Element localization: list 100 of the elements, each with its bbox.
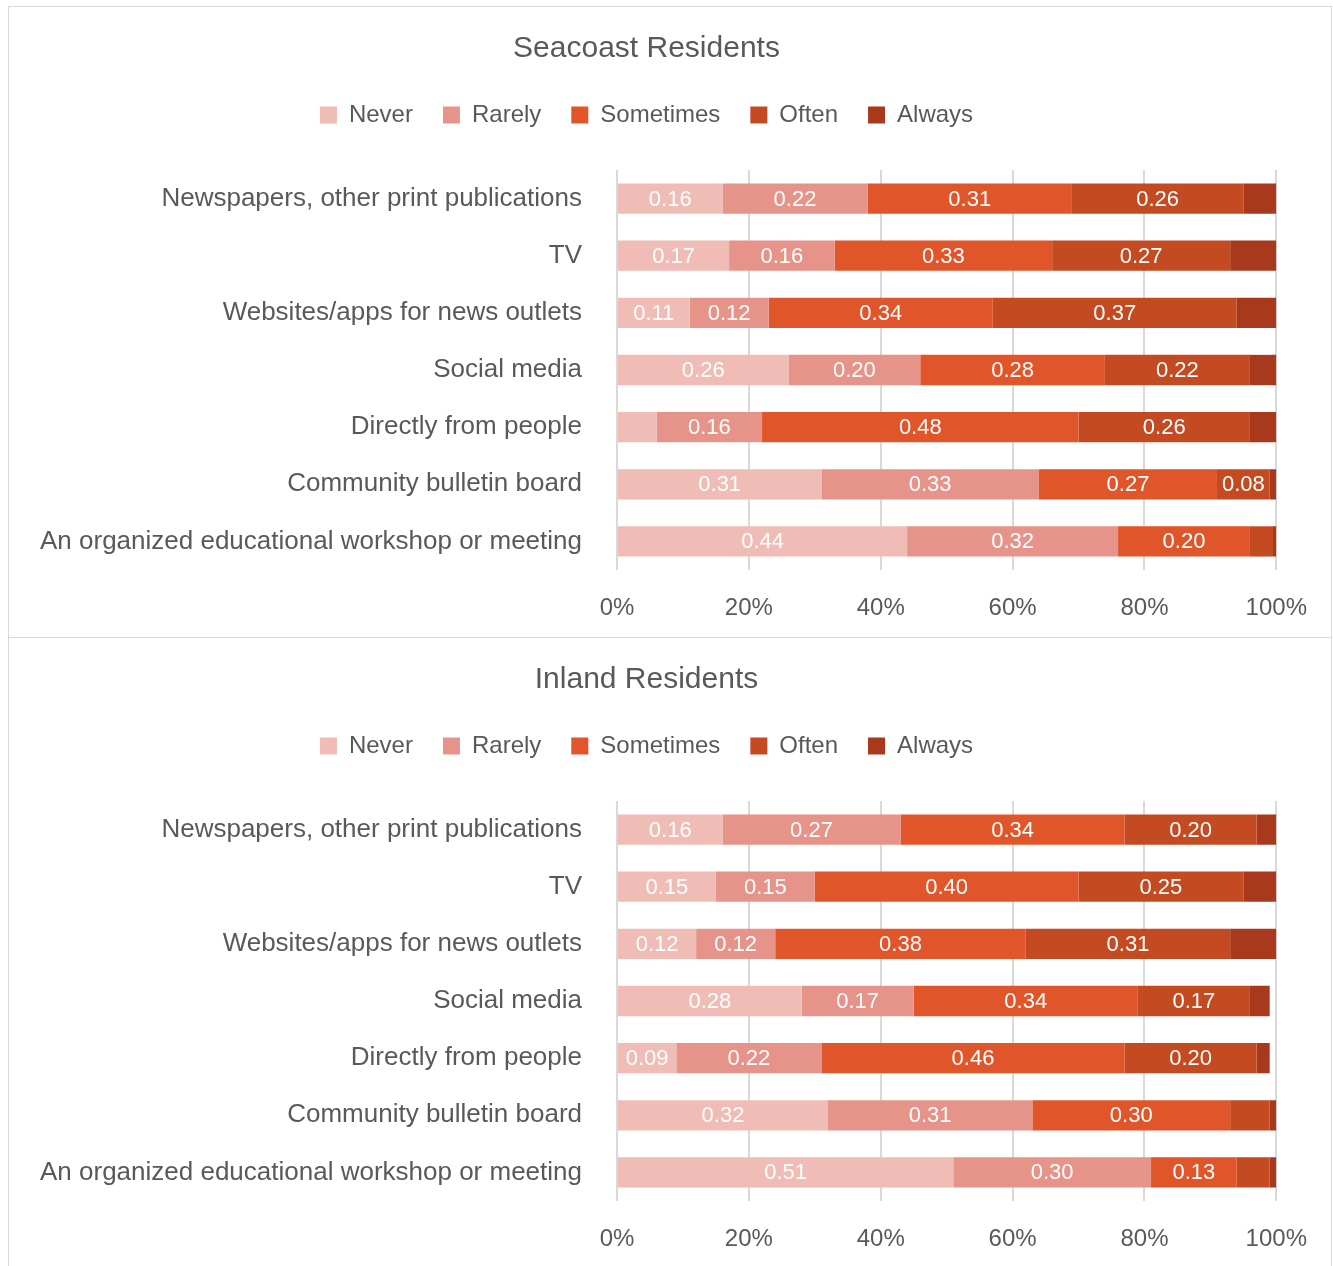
x-tick-label: 100%: [1245, 593, 1307, 621]
bar: [1269, 1157, 1277, 1188]
data-label: 0.34: [991, 816, 1034, 842]
chart-title: Seacoast Residents: [513, 30, 780, 64]
bar: [618, 469, 822, 500]
bar: [1052, 240, 1231, 271]
y-tick-label: Social media: [433, 984, 583, 1015]
data-label: 0.08: [1221, 471, 1265, 497]
legend-label: Never: [348, 730, 413, 758]
bar: [1256, 1043, 1270, 1074]
x-tick-label: 0%: [599, 1224, 635, 1252]
bar: [1249, 985, 1270, 1017]
bar: [913, 985, 1138, 1017]
x-tick-label: 40%: [856, 593, 905, 621]
y-tick-label: Directly from people: [350, 410, 582, 441]
bar: [722, 183, 868, 214]
data-label: 0.30: [1109, 1102, 1153, 1128]
bar: [1151, 1157, 1237, 1188]
bar: [1230, 928, 1277, 959]
data-label: 0.28: [688, 988, 732, 1014]
bar: [1269, 1100, 1277, 1131]
data-label: 0.31: [698, 471, 742, 497]
data-label: 0.17: [836, 988, 880, 1014]
data-label: 0.31: [908, 1102, 952, 1128]
data-label: 0.48: [898, 414, 942, 440]
bar: [834, 240, 1053, 271]
data-label: 0.28: [991, 357, 1034, 383]
data-label: 0.30: [1030, 1159, 1074, 1185]
data-label: 0.31: [948, 185, 992, 211]
x-tick-label: 80%: [1120, 1224, 1169, 1252]
data-label: 0.32: [701, 1102, 745, 1128]
data-label: 0.33: [921, 242, 965, 268]
legend-label: Sometimes: [600, 730, 721, 758]
bar: [907, 526, 1119, 557]
y-tick-label: Websites/apps for news outlets: [222, 296, 582, 327]
bar: [729, 240, 835, 271]
data-label: 0.17: [652, 242, 695, 268]
data-label: 0.31: [1106, 930, 1150, 956]
data-label: 0.16: [760, 242, 804, 268]
legend-label: Sometimes: [600, 99, 721, 127]
bar: [656, 412, 763, 443]
y-tick-label: An organized educational workshop or meeting: [39, 1155, 582, 1186]
bar: [768, 297, 993, 328]
y-tick-label: Community bulletin board: [287, 467, 582, 498]
data-label: 0.46: [951, 1045, 995, 1071]
data-label: 0.17: [1172, 988, 1216, 1014]
bar: [618, 1100, 828, 1131]
data-label: 0.26: [1142, 414, 1186, 440]
bar: [1124, 814, 1257, 845]
y-tick-label: TV: [548, 238, 583, 269]
data-label: 0.27: [790, 816, 833, 842]
legend-label: Often: [779, 99, 839, 127]
data-label: 0.25: [1139, 873, 1183, 899]
data-label: 0.09: [625, 1045, 669, 1071]
data-label: 0.40: [925, 873, 969, 899]
x-tick-label: 0%: [599, 593, 635, 621]
bar: [1230, 1100, 1270, 1131]
bar: [1273, 526, 1277, 557]
data-label: 0.26: [681, 357, 725, 383]
bar: [762, 412, 1079, 443]
x-tick-label: 60%: [988, 1224, 1037, 1252]
bar: [1071, 183, 1244, 214]
bar: [900, 814, 1125, 845]
data-label: 0.34: [1004, 988, 1048, 1014]
x-tick-label: 100%: [1245, 1224, 1307, 1252]
data-label: 0.22: [1156, 357, 1199, 383]
bar: [618, 354, 789, 386]
data-label: 0.20: [1169, 1045, 1213, 1071]
data-label: 0.15: [645, 873, 689, 899]
y-tick-label: Social media: [433, 353, 583, 384]
bar: [1249, 412, 1277, 443]
bar: [1118, 526, 1250, 557]
data-label: 0.44: [741, 528, 784, 554]
chart-title: Inland Residents: [534, 661, 759, 695]
legend-label: Rarely: [471, 99, 542, 127]
y-tick-label: Directly from people: [350, 1041, 582, 1072]
bar: [1249, 354, 1277, 386]
bar: [618, 412, 657, 443]
bar: [1269, 469, 1277, 500]
x-tick-label: 80%: [1120, 593, 1169, 621]
data-label: 0.20: [832, 357, 876, 383]
data-label: 0.37: [1093, 299, 1137, 325]
data-label: 0.32: [991, 528, 1034, 554]
bar: [1249, 526, 1274, 557]
legend-label: Rarely: [471, 730, 542, 758]
bar: [1104, 354, 1250, 386]
legend-label: Often: [779, 730, 839, 758]
data-label: 0.22: [773, 185, 817, 211]
bar: [953, 1157, 1152, 1188]
bar: [1243, 871, 1277, 902]
bar: [801, 985, 914, 1017]
data-label: 0.33: [908, 471, 952, 497]
bar: [1124, 1043, 1257, 1074]
y-tick-label: Newspapers, other print publications: [161, 812, 582, 843]
bar: [1236, 1157, 1270, 1188]
data-label: 0.27: [1119, 242, 1163, 268]
y-tick-label: Community bulletin board: [287, 1098, 582, 1129]
bar: [775, 928, 1026, 959]
y-tick-label: TV: [548, 869, 583, 900]
bar: [788, 354, 921, 386]
